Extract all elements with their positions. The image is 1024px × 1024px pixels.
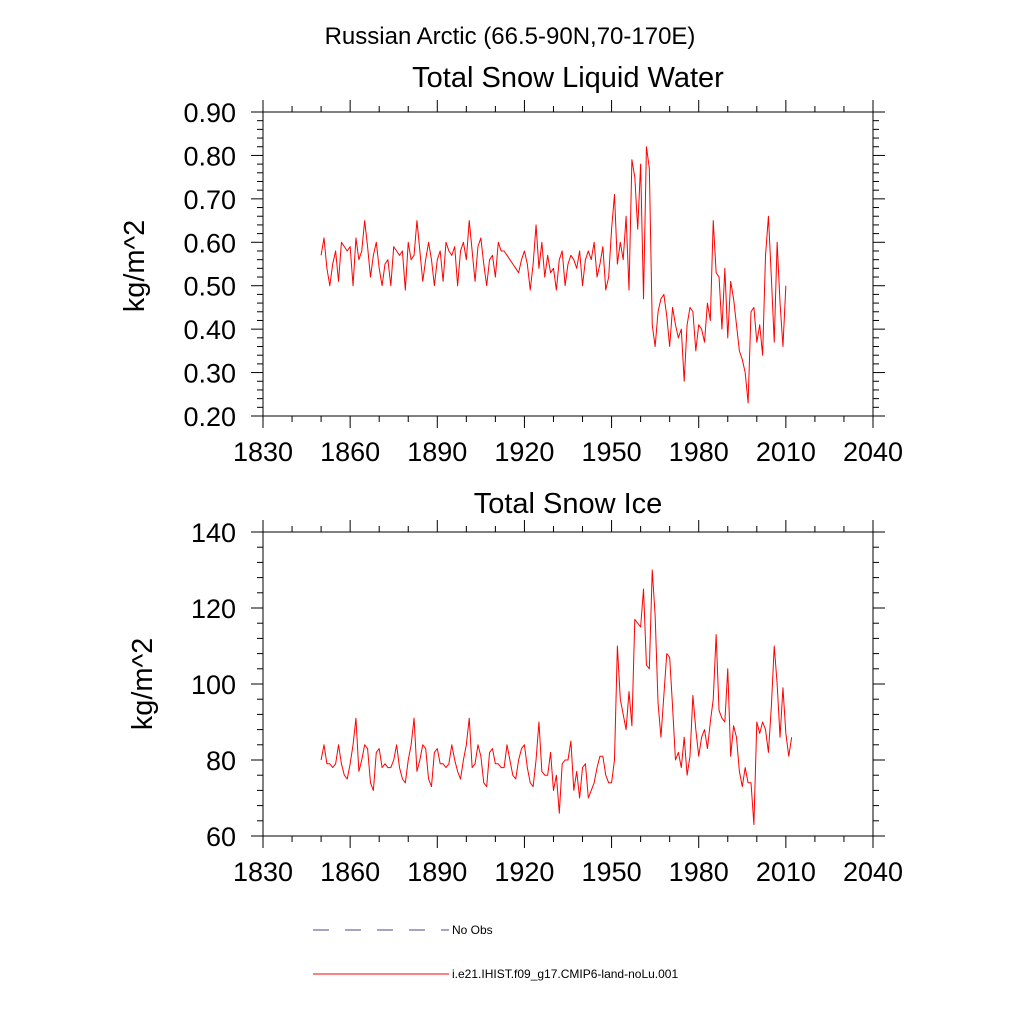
y-axis-label: kg/m^2 [127, 638, 159, 731]
plot-frame [262, 531, 874, 837]
legend-entry-model-run: i.e21.IHIST.f09_g17.CMIP6-land-noLu.001 [313, 967, 678, 981]
y-tick-label: 100 [191, 670, 236, 700]
panel-title: Total Snow Ice [474, 488, 663, 520]
y-tick-label: 120 [191, 594, 236, 624]
y-tick-label: 0.60 [183, 228, 236, 258]
x-tick-label: 1890 [407, 857, 467, 887]
legend-entry-no-obs: No Obs [313, 923, 493, 937]
series-line [320, 146, 787, 404]
y-tick-label: 0.50 [183, 272, 236, 302]
x-tick-label: 2010 [756, 437, 816, 467]
x-tick-label: 1830 [233, 857, 293, 887]
x-tick-label: 1860 [320, 857, 380, 887]
plot-frame [262, 111, 874, 417]
x-tick-label: 1950 [582, 857, 642, 887]
tick-labels: 1830 1860 1890 1920 1950 1980 2010 2040 0.20 0.30… [183, 98, 903, 467]
legend-label: No Obs [452, 923, 493, 937]
y-tick-label: 140 [191, 518, 236, 548]
panel-total-snow-ice: Total Snow Ice kg/m^2 1830 1860 1890 1920 19… [127, 488, 903, 887]
x-tick-label: 1860 [320, 437, 380, 467]
series-layer [320, 146, 787, 404]
y-tick-label: 0.20 [183, 402, 236, 432]
y-tick-label: 80 [206, 746, 236, 776]
series-layer [320, 569, 793, 826]
series-line [320, 569, 793, 826]
x-tick-label: 1830 [233, 437, 293, 467]
axis-ticks [251, 520, 885, 848]
x-tick-label: 1920 [494, 437, 554, 467]
axis-ticks [251, 100, 885, 428]
x-tick-label: 1920 [494, 857, 554, 887]
y-tick-label: 0.40 [183, 315, 236, 345]
panel-total-snow-liquid-water: Total Snow Liquid Water kg/m^2 1830 1860 1… [119, 62, 903, 467]
x-tick-label: 1980 [669, 857, 729, 887]
y-tick-label: 0.30 [183, 359, 236, 389]
y-axis-label: kg/m^2 [119, 220, 151, 313]
x-tick-label: 2040 [843, 857, 903, 887]
x-tick-label: 1980 [669, 437, 729, 467]
tick-labels: 1830 1860 1890 1920 1950 1980 2010 2040 60 80 100 1… [191, 518, 903, 887]
panel-title: Total Snow Liquid Water [412, 62, 724, 94]
x-tick-label: 1890 [407, 437, 467, 467]
figure-suptitle: Russian Arctic (66.5-90N,70-170E) [325, 23, 696, 50]
y-tick-label: 0.80 [183, 141, 236, 171]
x-tick-label: 1950 [582, 437, 642, 467]
x-tick-label: 2040 [843, 437, 903, 467]
y-tick-label: 0.70 [183, 185, 236, 215]
legend-label: i.e21.IHIST.f09_g17.CMIP6-land-noLu.001 [452, 967, 678, 981]
legend: No Obs i.e21.IHIST.f09_g17.CMIP6-land-no… [313, 923, 678, 981]
y-tick-label: 60 [206, 822, 236, 852]
x-tick-label: 2010 [756, 857, 816, 887]
y-tick-label: 0.90 [183, 98, 236, 128]
